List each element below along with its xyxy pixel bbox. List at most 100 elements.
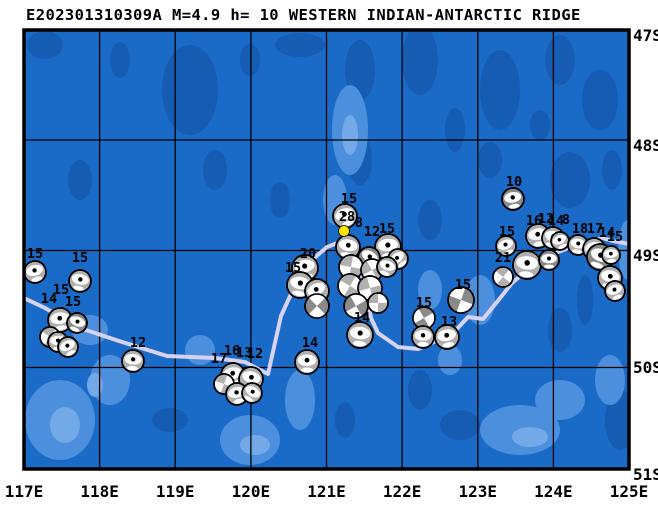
latitude-tick-label: 50S — [633, 358, 658, 377]
depth-label: 17 — [211, 351, 227, 367]
depth-label: 15 — [53, 282, 69, 298]
focal-mechanism-beachball — [241, 382, 263, 404]
depth-label: 15 — [499, 224, 515, 240]
depth-label: 16 — [526, 213, 542, 229]
focal-mechanism-beachball — [512, 250, 542, 280]
bathymetry-dark-patch — [345, 40, 375, 100]
bathymetry-dark-patch — [270, 182, 290, 218]
depth-label: 12 — [130, 335, 146, 351]
longitude-tick-label: 125E — [610, 482, 649, 501]
bathymetry-dark-patch — [240, 44, 260, 76]
depth-label: 13 — [236, 345, 252, 361]
bathymetry-dark-patch — [275, 33, 325, 57]
focal-mechanism-beachball — [335, 234, 361, 260]
latitude-axis: 47S 48S 49S 50S 51S — [633, 26, 658, 484]
focal-mechanism-beachball — [337, 273, 363, 299]
bathymetry-ridge-patch — [240, 435, 270, 455]
focal-mechanism-beachball — [447, 286, 475, 314]
bathymetry-dark-patch — [550, 152, 590, 208]
focal-mechanism-beachball — [434, 324, 460, 350]
depth-label: 20 — [300, 246, 316, 262]
depth-label: 15 — [379, 221, 395, 237]
bathymetry-dark-patch — [408, 370, 432, 410]
depth-label: 16 — [224, 343, 240, 359]
focal-mechanism-beachball — [304, 293, 330, 319]
depth-label: 12 — [538, 211, 554, 227]
depth-label: 13 — [441, 314, 457, 330]
depth-label: 17 — [587, 221, 603, 237]
bathymetry-light-patch — [595, 355, 625, 405]
bathymetry-dark-patch — [530, 110, 550, 140]
bathymetry-dark-patch — [602, 150, 622, 190]
focal-mechanism-beachball — [411, 325, 435, 349]
bathymetry-dark-patch — [440, 410, 480, 440]
focal-mechanism-beachball — [294, 349, 320, 375]
depth-label: 12 — [364, 224, 380, 240]
depth-label: 15 — [285, 260, 301, 276]
focal-mechanisms — [24, 187, 626, 406]
bathymetry-dark-patch — [110, 42, 130, 78]
highlight-event-dot — [338, 225, 350, 237]
bathymetry-light-patch — [535, 380, 585, 420]
bathymetry-dark-patch — [418, 200, 442, 240]
depth-label: 15 — [341, 191, 357, 207]
bathymetry-dark-patch — [152, 408, 188, 432]
focal-mechanism-beachball — [501, 187, 525, 211]
longitude-tick-label: 120E — [232, 482, 271, 501]
depth-label: 8 — [562, 212, 570, 228]
depth-label: 15 — [27, 246, 43, 262]
depth-label: 28 — [339, 209, 355, 225]
depth-label: 15 — [72, 250, 88, 266]
map-frame — [22, 28, 631, 471]
bathymetry-dark-patch — [27, 31, 63, 59]
focal-mechanism-beachball — [376, 256, 398, 278]
focal-mechanism-beachball — [57, 336, 79, 358]
depth-label: 10 — [506, 174, 522, 190]
bathymetry-dark-patch — [577, 275, 593, 325]
depth-label: 15 — [65, 294, 81, 310]
longitude-axis: 117E 118E 119E 120E 121E 122E 123E 124E 125E — [5, 482, 649, 501]
focal-mechanism-beachball — [66, 312, 88, 334]
longitude-tick-label: 119E — [156, 482, 195, 501]
bathymetry-dark-patch — [582, 70, 618, 130]
bathymetry-light-patch — [418, 270, 442, 310]
depth-label: 21 — [495, 250, 511, 266]
focal-mechanism-beachball — [412, 306, 436, 330]
bathymetry-dark-patch — [478, 142, 502, 178]
depth-label: 18 — [572, 221, 588, 237]
longitude-tick-label: 118E — [80, 482, 119, 501]
bathymetry-dark-patch — [335, 402, 355, 438]
latitude-tick-label: 48S — [633, 136, 658, 155]
depth-label: 14 — [599, 225, 615, 241]
latitude-tick-label: 49S — [633, 246, 658, 265]
bathymetry-light-patch — [438, 345, 462, 375]
focal-mechanism-beachball — [550, 231, 570, 251]
depth-label: 14 — [354, 310, 370, 326]
depth-label: 15 — [607, 229, 623, 245]
bathymetry-dark-patch — [68, 160, 92, 200]
bathymetry-dark-patch — [445, 108, 465, 152]
longitude-tick-label: 117E — [5, 482, 44, 501]
bathymetry-ridge-patch — [50, 407, 80, 443]
bathymetry-dark-patch — [630, 260, 650, 340]
bathymetry-dark-patch — [605, 390, 629, 450]
focal-mechanism-beachball — [367, 292, 389, 314]
focal-mechanism-beachball — [343, 293, 369, 319]
longitude-tick-label: 123E — [459, 482, 498, 501]
bathymetry-dark-patch — [480, 50, 520, 130]
bathymetry-dark-patch — [162, 45, 218, 135]
map-title: E202301310309A M=4.9 h= 10 WESTERN INDIA… — [26, 6, 581, 24]
depth-label: 12 — [247, 346, 263, 362]
depth-label: 15 — [455, 277, 471, 293]
bathymetry-dark-patch — [203, 150, 227, 190]
bathymetry-dark-patch — [545, 35, 575, 85]
depth-label: 15 — [416, 295, 432, 311]
bathymetry-light-patch — [285, 370, 315, 430]
focal-mechanism-beachball — [346, 321, 374, 349]
latitude-tick-label: 51S — [633, 465, 658, 484]
depth-label: 14 — [302, 335, 318, 351]
bathymetry-ridge-patch — [512, 427, 548, 447]
